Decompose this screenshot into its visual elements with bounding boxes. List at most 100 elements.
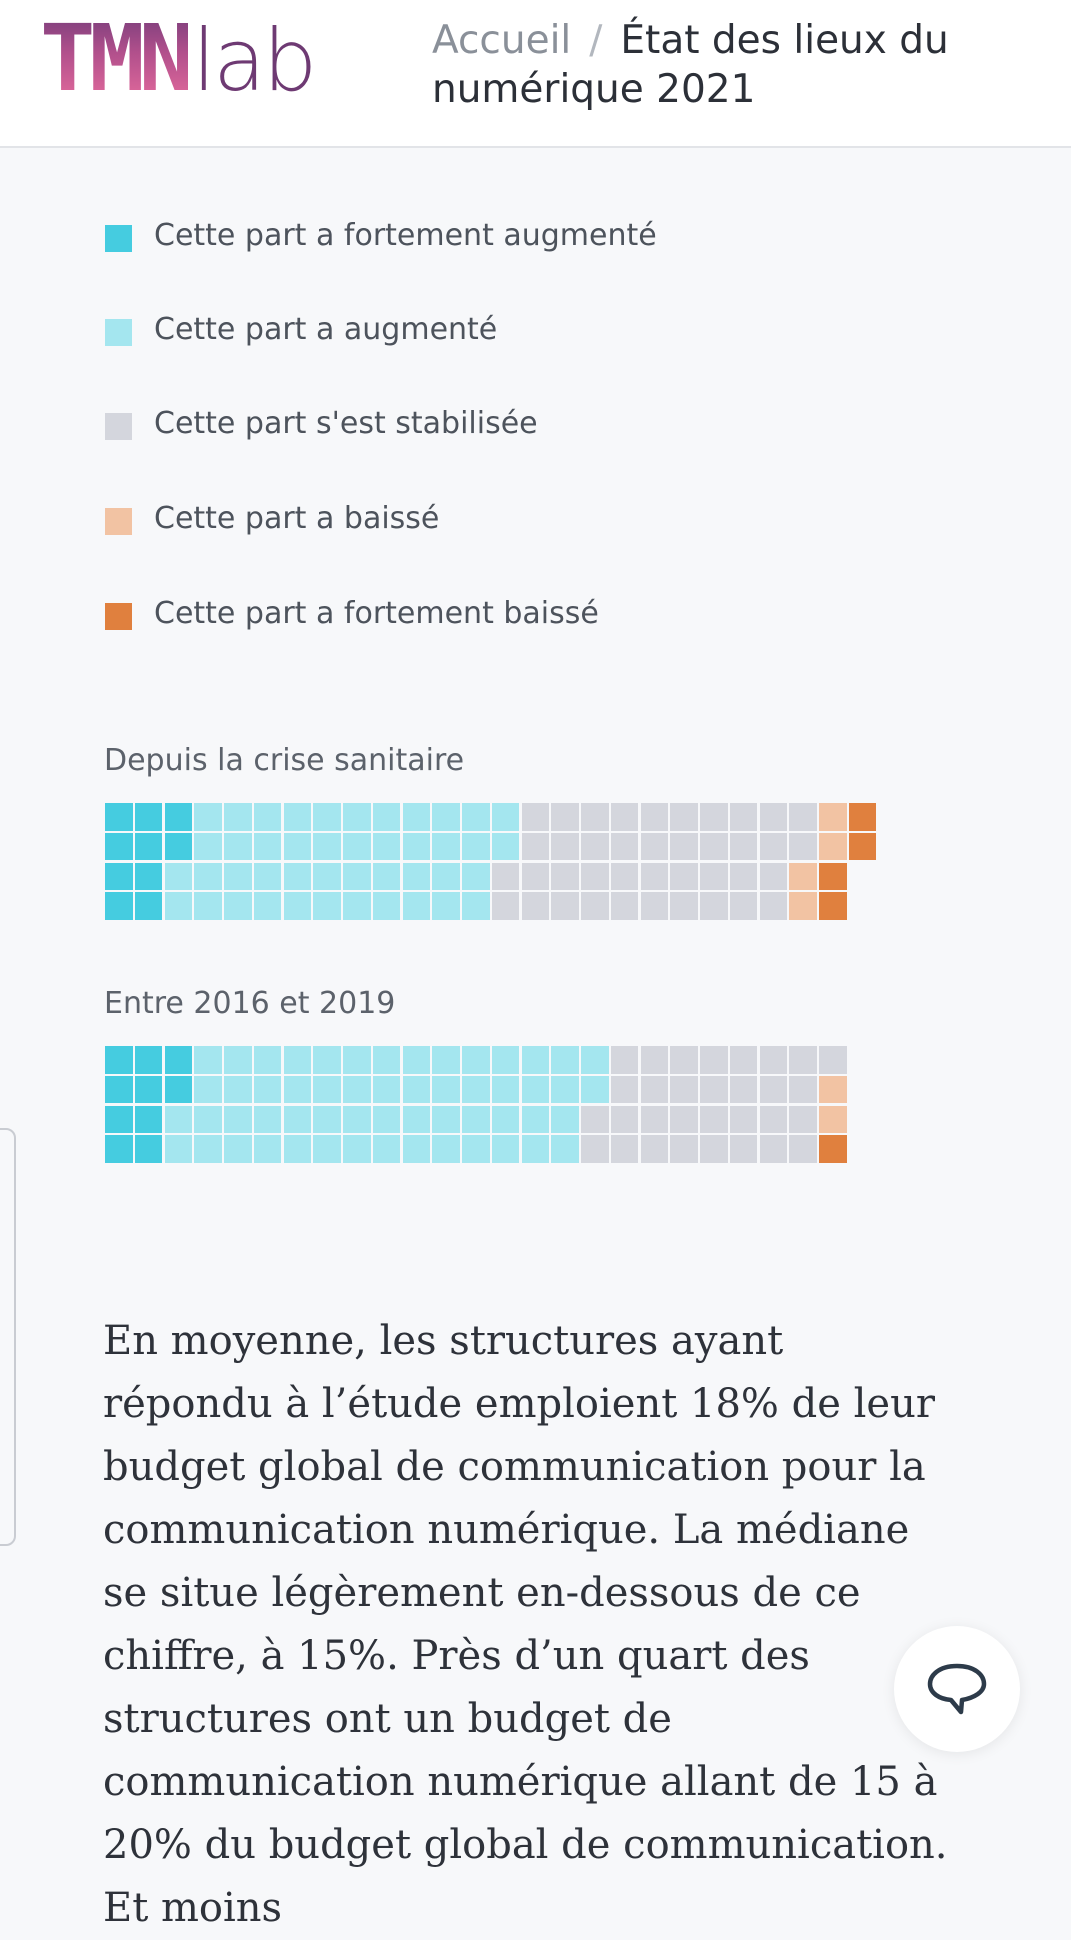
waffle-cell (700, 1075, 728, 1104)
legend-label: Cette part a fortement augmenté (154, 217, 657, 253)
waffle-cell (283, 832, 312, 861)
waffle-cell (581, 832, 609, 861)
waffle-cell (253, 862, 282, 891)
waffle-cell (670, 1105, 698, 1134)
waffle-cell (700, 1105, 728, 1134)
waffle-cell (164, 832, 193, 861)
waffle-cell (819, 1075, 847, 1104)
waffle-cell (164, 803, 193, 831)
waffle-cell (729, 1135, 758, 1163)
waffle-cell (134, 1135, 163, 1163)
waffle-cell (372, 803, 401, 831)
waffle-cell (789, 1075, 817, 1104)
waffle-cell (610, 1046, 639, 1074)
waffle-cell (551, 1105, 579, 1134)
waffle-cell (729, 803, 758, 831)
waffle-cell (610, 892, 639, 920)
waffle-cell (819, 1135, 847, 1163)
waffle-cell (313, 862, 341, 891)
logo[interactable]: TMNlab (40, 13, 317, 107)
waffle-cell (105, 1046, 133, 1074)
waffle-cell (521, 1046, 550, 1074)
waffle-cell (372, 1105, 401, 1134)
waffle-cell (729, 862, 758, 891)
legend-label: Cette part a augmenté (154, 311, 498, 347)
waffle-cell (670, 1135, 698, 1163)
waffle-cell (521, 1135, 550, 1163)
waffle-cell (640, 1105, 669, 1134)
waffle-cell (402, 1046, 431, 1074)
breadcrumb: Accueil / État des lieux du numérique 2021 (432, 16, 992, 114)
waffle-cell (759, 862, 788, 891)
waffle-cell (164, 1105, 193, 1134)
legend-swatch (105, 412, 132, 440)
legend-item: Cette part a fortement baissé (105, 593, 599, 633)
waffle-cell (194, 862, 222, 891)
waffle-cell (253, 832, 282, 861)
waffle-cell (521, 1075, 550, 1104)
waffle-cell (610, 862, 639, 891)
legend-swatch (105, 224, 132, 252)
waffle-cell (194, 832, 222, 861)
waffle-cell (819, 832, 847, 861)
waffle-cell (283, 862, 312, 891)
chat-button[interactable] (894, 1626, 1020, 1752)
waffle-cell (670, 1046, 698, 1074)
waffle-cell (640, 892, 669, 920)
waffle-cell (551, 1075, 579, 1104)
waffle-cell (640, 862, 669, 891)
waffle-cell (581, 862, 609, 891)
waffle-cell (521, 862, 550, 891)
waffle-cell (194, 892, 222, 920)
waffle-cell (581, 1135, 609, 1163)
waffle-cell (253, 892, 282, 920)
logo-text: lab (192, 11, 317, 111)
waffle-cell (670, 862, 698, 891)
waffle-cell (521, 803, 550, 831)
waffle-cell (343, 1075, 371, 1104)
waffle-cell (700, 803, 728, 831)
waffle-cell (670, 832, 698, 861)
waffle-cell (372, 832, 401, 861)
waffle-cell (313, 1135, 341, 1163)
waffle-cell (402, 1135, 431, 1163)
waffle-cell (313, 803, 341, 831)
waffle-cell (134, 803, 163, 831)
waffle-cell (164, 892, 193, 920)
waffle-cell (105, 1075, 133, 1104)
waffle-cell (551, 862, 579, 891)
side-handle[interactable] (0, 1128, 16, 1546)
waffle-cell (789, 1046, 817, 1074)
header: TMNlab Accueil / État des lieux du numériq… (0, 0, 1071, 148)
waffle-cell (402, 862, 431, 891)
waffle-cell (462, 803, 490, 831)
waffle-cell (343, 1135, 371, 1163)
waffle-cell (551, 803, 579, 831)
waffle-cell (283, 892, 312, 920)
waffle-cell (610, 803, 639, 831)
chat-icon (927, 1663, 987, 1715)
waffle-cell (432, 803, 460, 831)
waffle-cell (789, 862, 817, 891)
waffle-cell (729, 892, 758, 920)
waffle-cell (759, 1075, 788, 1104)
waffle-cell (105, 1105, 133, 1134)
waffle-cell (759, 1046, 788, 1074)
waffle-cell (194, 803, 222, 831)
breadcrumb-home[interactable]: Accueil (432, 18, 572, 63)
waffle-cell (313, 832, 341, 861)
waffle-cell (462, 1105, 490, 1134)
waffle-cell (194, 1046, 222, 1074)
waffle-cell (700, 1046, 728, 1074)
waffle-cell (432, 1075, 460, 1104)
waffle-cell (491, 803, 520, 831)
waffle-cell (610, 1075, 639, 1104)
waffle-cell (551, 832, 579, 861)
waffle-cell (759, 803, 788, 831)
waffle-cell (759, 1105, 788, 1134)
chart-label: Entre 2016 et 2019 (104, 986, 396, 1021)
legend-item: Cette part a augmenté (105, 309, 497, 349)
waffle-cell (194, 1135, 222, 1163)
waffle-cell (581, 1105, 609, 1134)
